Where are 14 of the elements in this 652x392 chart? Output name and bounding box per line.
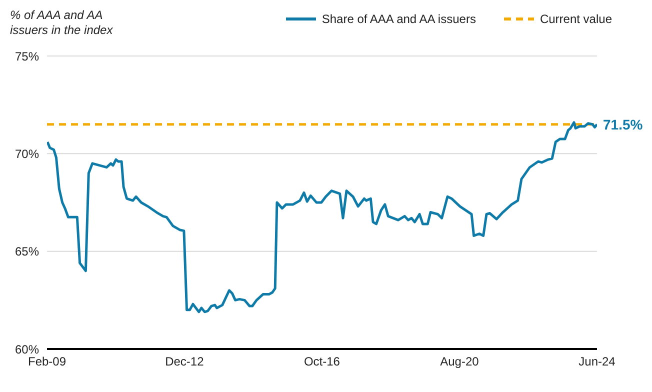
legend-label: Current value: [540, 12, 612, 26]
annotation: 71.5%: [603, 116, 644, 132]
y-tick-label: 70%: [14, 146, 40, 161]
legend-label: Share of AAA and AA issuers: [322, 12, 476, 26]
y-tick-label: 60%: [14, 342, 40, 356]
x-tick-label: Dec-12: [165, 354, 204, 369]
y-tick-label: 75%: [14, 49, 40, 64]
y-axis-title: % of AAA and AA issuers in the index: [10, 8, 114, 38]
x-tick-label: Aug-20: [440, 354, 480, 369]
y-tick-label: 65%: [14, 244, 40, 259]
x-tick-label: Jun-24: [578, 354, 616, 369]
x-tick-label: Feb-09: [28, 354, 66, 369]
line-series: [47, 121, 597, 314]
x-tick-label: Oct-16: [304, 354, 340, 369]
